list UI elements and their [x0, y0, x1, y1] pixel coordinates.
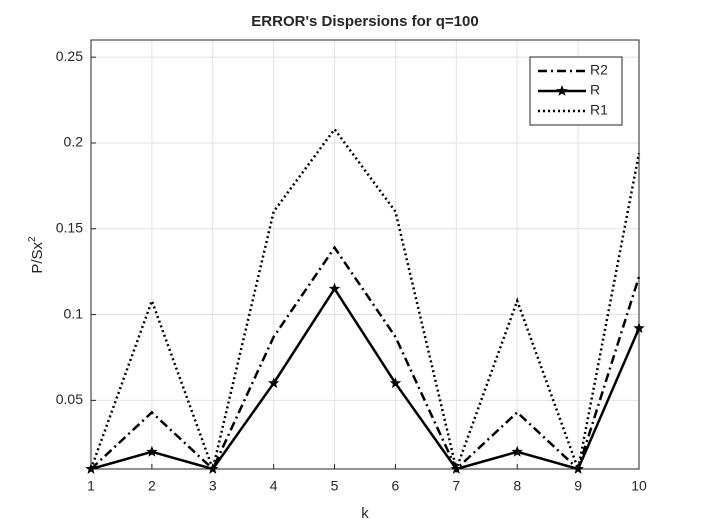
x-tick-label: 5 — [331, 478, 339, 494]
star-marker — [511, 445, 523, 457]
star-marker — [389, 377, 402, 389]
star-marker — [207, 463, 219, 474]
x-tick-label: 2 — [148, 478, 156, 494]
y-axis-label-superscript: 2 — [27, 236, 38, 242]
chart-title: ERROR's Dispersions for q=100 — [251, 13, 478, 30]
x-tick-label: 3 — [209, 478, 217, 494]
star-marker — [146, 445, 158, 457]
legend-label: R — [590, 82, 600, 98]
star-marker — [268, 377, 280, 389]
y-axis-label: P/Sx2 — [27, 236, 46, 274]
x-tick-label: 6 — [392, 478, 400, 494]
series-line — [89, 127, 641, 474]
legend-label: R1 — [590, 102, 608, 118]
x-tick-label: 7 — [452, 478, 460, 494]
legend-marker — [556, 85, 568, 96]
star-marker — [633, 322, 645, 334]
x-tick-label: 10 — [631, 478, 647, 494]
star-marker — [328, 282, 341, 294]
y-tick-label: 0.25 — [56, 48, 83, 64]
x-tick-label: 4 — [270, 478, 278, 494]
plot-frame — [90, 39, 640, 470]
series-line — [90, 286, 641, 471]
series-line — [90, 245, 641, 472]
legend-label: R2 — [590, 62, 608, 78]
y-tick-label: 0.15 — [56, 219, 83, 235]
x-axis-label: k — [361, 505, 369, 522]
x-tick-label: 1 — [87, 478, 95, 494]
star-marker — [572, 463, 584, 474]
x-tick-label: 9 — [574, 478, 582, 494]
y-tick-label: 0.2 — [64, 134, 84, 150]
x-tick-label: 8 — [513, 478, 521, 494]
y-tick-label: 0.05 — [56, 391, 83, 407]
y-tick-label: 0.1 — [64, 305, 84, 321]
y-axis-label-base: P/Sx — [29, 241, 46, 273]
